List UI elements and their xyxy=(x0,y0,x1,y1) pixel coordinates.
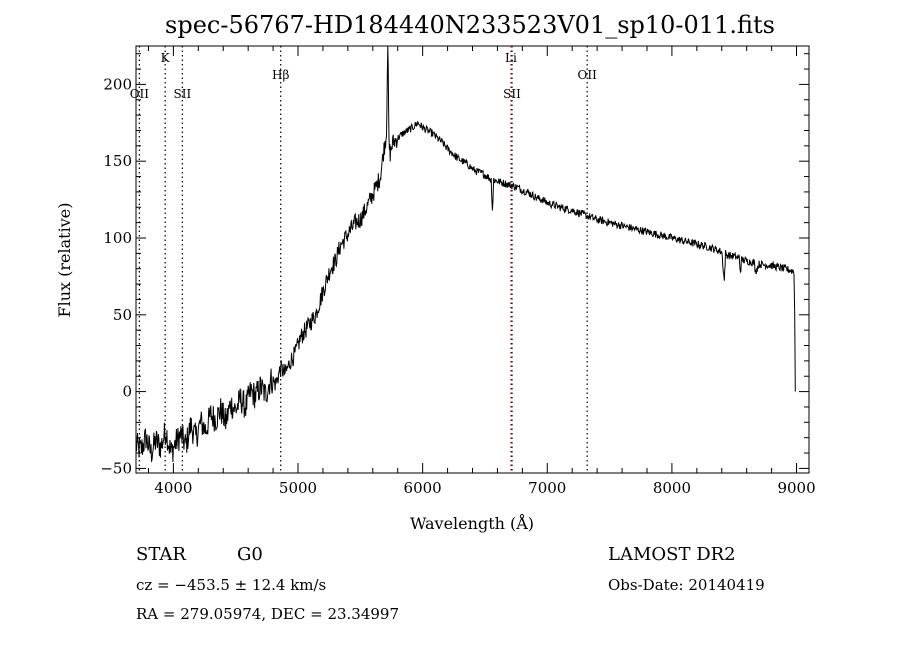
y-tick-label-5: 200 xyxy=(103,75,132,93)
redshift-value: cz = −453.5 ± 12.4 km/s xyxy=(136,576,326,594)
spectrum-line-0 xyxy=(135,45,796,463)
y-tick-label-1: 0 xyxy=(122,383,132,401)
y-tick-label-0: −50 xyxy=(100,459,132,477)
spectral-line-label-6: OII xyxy=(577,68,597,82)
x-tick-label-5: 9000 xyxy=(777,479,815,497)
axis-ticks: 4000 5000 6000 7000 8000 9000 −50 0 50 100 150 200 xyxy=(100,46,816,497)
x-tick-label-3: 7000 xyxy=(528,479,566,497)
chart-title: spec-56767-HD184440N233523V01_sp10-011.f… xyxy=(165,11,775,39)
spectral-line-label-2: SII xyxy=(174,87,192,101)
spectral-line-label-3: Hβ xyxy=(272,68,289,82)
x-axis-label: Wavelength (Å) xyxy=(410,513,534,533)
coordinates: RA = 279.05974, DEC = 23.34997 xyxy=(136,605,399,623)
observation-date: Obs-Date: 20140419 xyxy=(608,576,765,594)
spectral-line-label-5: SII xyxy=(503,87,521,101)
x-tick-label-1: 5000 xyxy=(279,479,317,497)
x-tick-label-0: 4000 xyxy=(154,479,192,497)
object-class: STAR xyxy=(136,544,186,565)
object-subclass: G0 xyxy=(237,544,263,565)
x-tick-label-4: 8000 xyxy=(653,479,691,497)
spectrum-series xyxy=(135,45,796,463)
spectral-line-label-0: OII xyxy=(130,87,150,101)
survey-name: LAMOST DR2 xyxy=(608,544,736,565)
y-tick-label-3: 100 xyxy=(103,229,132,247)
y-axis-label: Flux (relative) xyxy=(55,203,74,318)
spectral-line-label-4: Li xyxy=(505,51,517,65)
x-tick-label-2: 6000 xyxy=(404,479,442,497)
y-tick-label-2: 50 xyxy=(113,306,132,324)
spectral-line-markers: OII K SII Hβ Li SII OII xyxy=(130,46,597,473)
y-tick-label-4: 150 xyxy=(103,152,132,170)
spectral-line-label-1: K xyxy=(161,51,171,65)
